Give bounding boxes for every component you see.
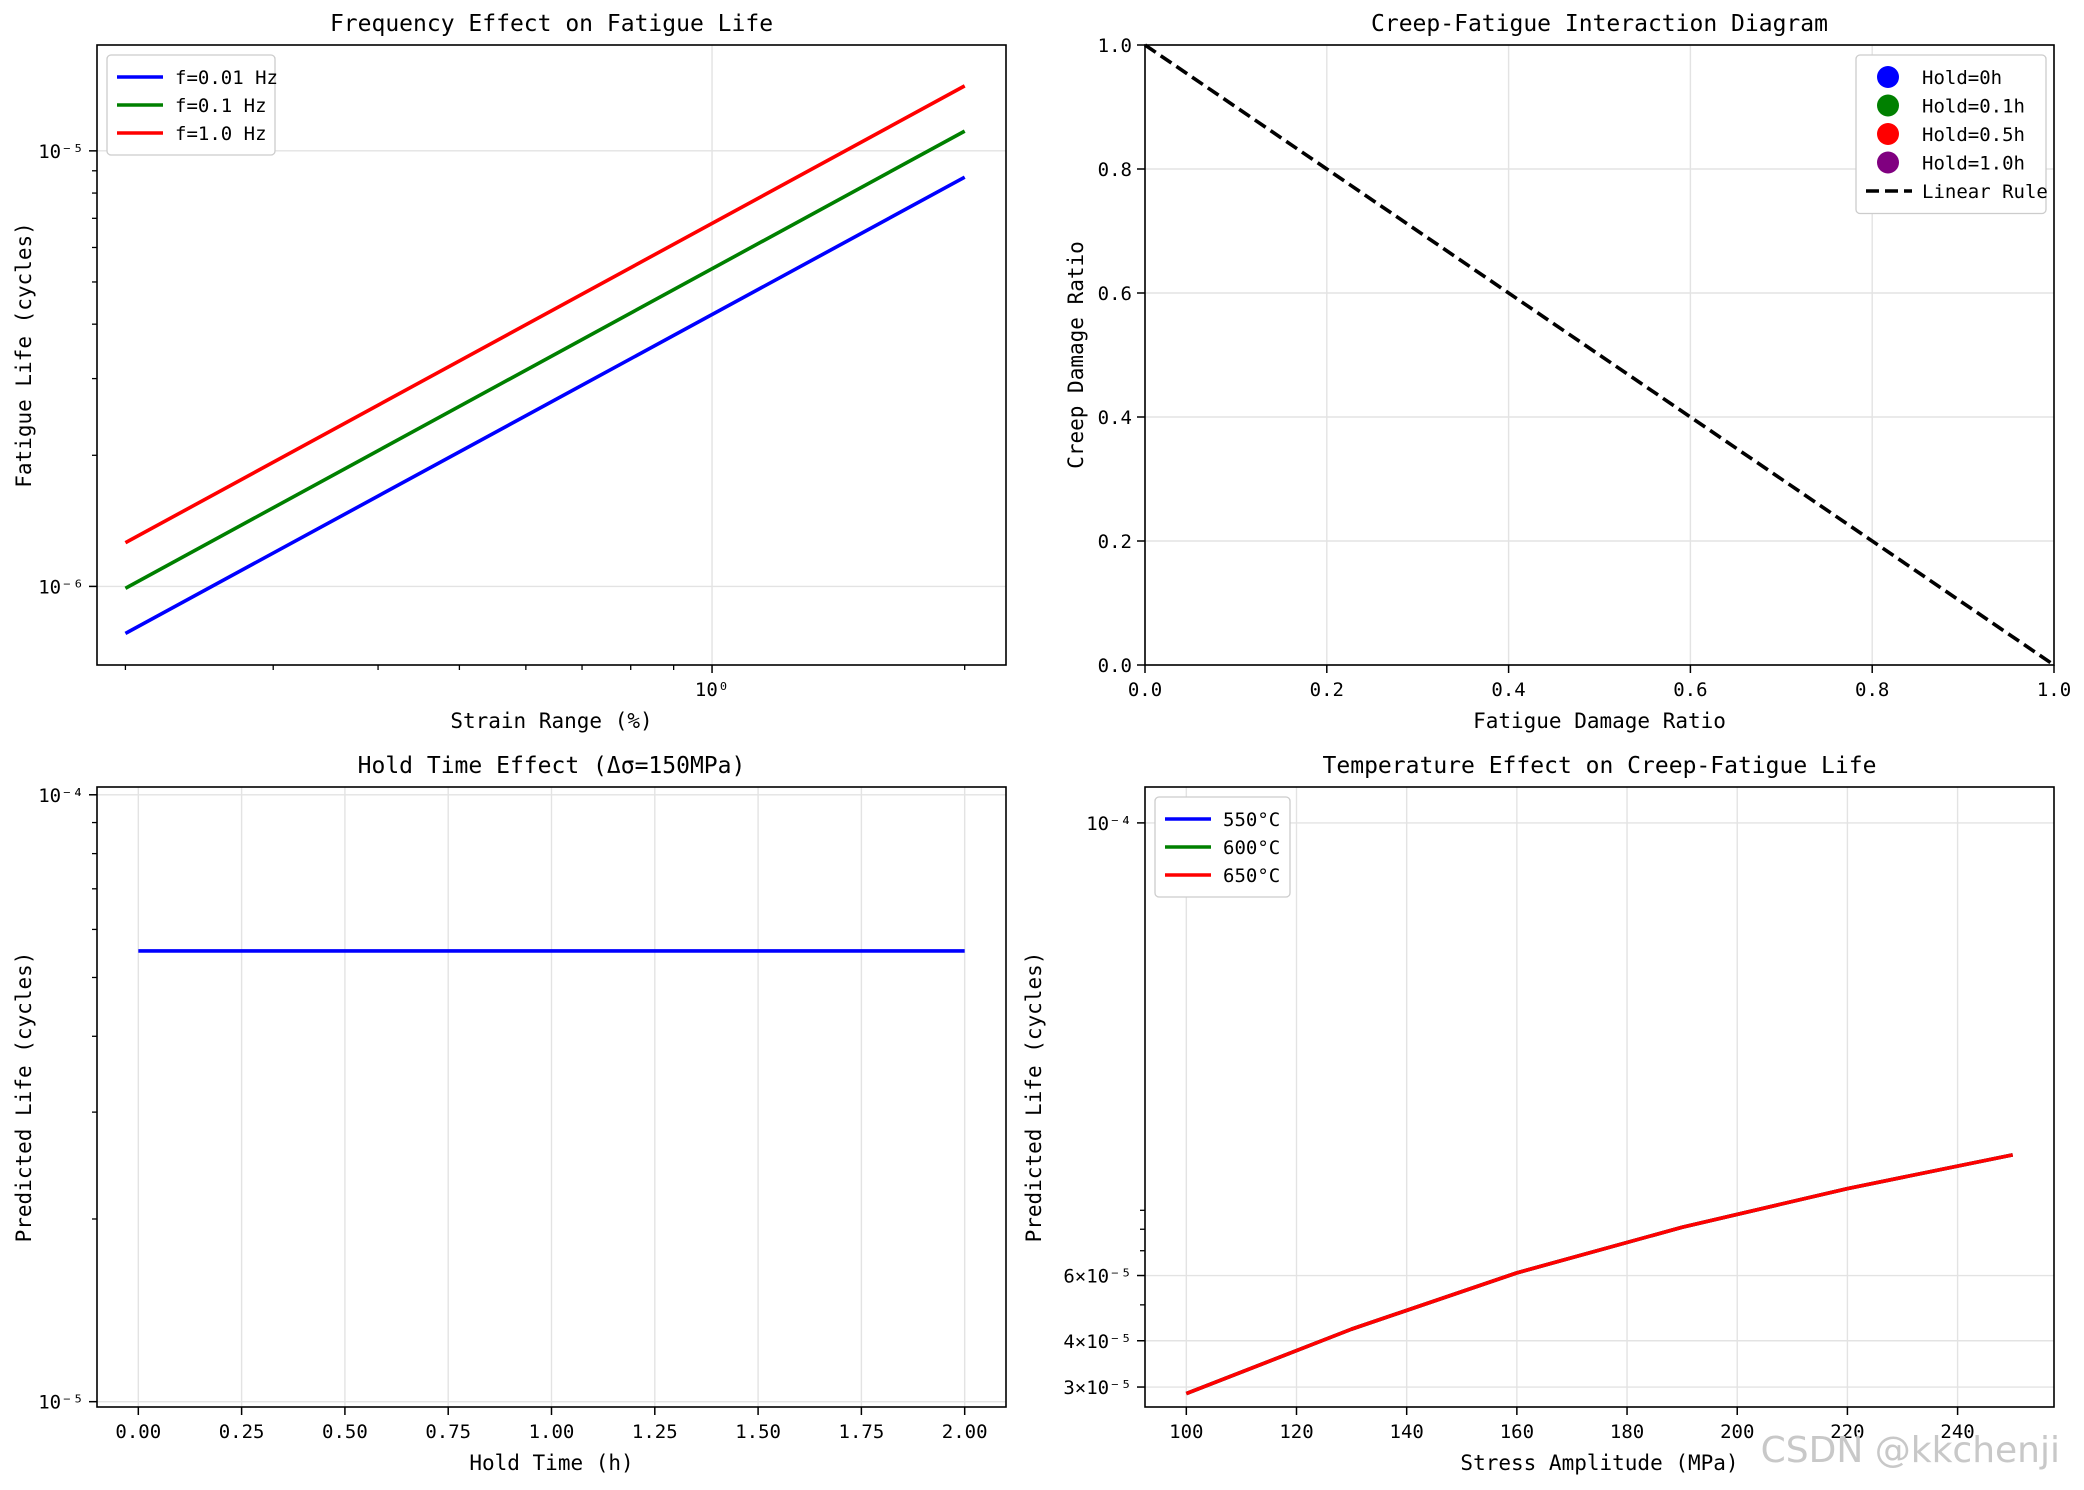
axes-frame <box>1144 786 2055 1408</box>
legend-marker <box>1877 123 1899 145</box>
tick-label-x: 1.0 <box>2037 679 2071 701</box>
tick-label-y: 3×10⁻⁵ <box>1063 1377 1132 1399</box>
tick-label-x: 180 <box>1610 1421 1644 1443</box>
chart-temp: 100 120 140 160 180 200 220 240 10⁻⁴ 6×10⁻⁵ 4×10⁻⁵… <box>1022 753 2055 1475</box>
tick-label-y: 10⁻⁵ <box>38 141 84 163</box>
legend-label: f=0.01 Hz <box>175 67 278 89</box>
tick-label-y: 0.6 <box>1098 283 1132 305</box>
legend-marker <box>1877 94 1899 117</box>
chart-title: Hold Time Effect (Δσ=150MPa) <box>358 753 746 779</box>
tick-label-x: 1.25 <box>632 1421 678 1443</box>
series-line-0 <box>1143 43 2056 667</box>
tick-label-y: 10⁻⁴ <box>38 785 84 807</box>
legend-label: f=1.0 Hz <box>175 123 267 145</box>
legend: 550°C 600°C 650°C <box>1154 796 1291 898</box>
x-axis-label: Strain Range (%) <box>450 709 652 733</box>
tick-label-x: 140 <box>1390 1421 1424 1443</box>
tick-label-y: 10⁻⁶ <box>38 576 84 598</box>
tick-label-x: 1.75 <box>839 1421 885 1443</box>
chart-hold: 0.00 0.25 0.50 0.75 1.00 1.25 1.50 1.75 2.00 10⁻⁴… <box>12 753 1007 1475</box>
series-line-2 <box>124 84 966 545</box>
x-axis-label: Stress Amplitude (MPa) <box>1460 1451 1738 1475</box>
tick-label-x: 0.6 <box>1673 679 1707 701</box>
tick-label-y: 10⁻⁵ <box>38 1392 84 1414</box>
tick-label-y: 4×10⁻⁵ <box>1063 1331 1132 1353</box>
tick-label-x: 120 <box>1279 1421 1313 1443</box>
tick-label-x: 1.00 <box>529 1421 575 1443</box>
tick-label-x: 0.25 <box>219 1421 265 1443</box>
tick-label-x: 0.50 <box>322 1421 368 1443</box>
tick-label-y: 6×10⁻⁵ <box>1063 1266 1132 1288</box>
tick-label-x: 1.50 <box>735 1421 781 1443</box>
chart-title: Temperature Effect on Creep-Fatigue Life <box>1323 753 1877 779</box>
legend-label: Linear Rule <box>1922 181 2048 203</box>
x-axis-label: Fatigue Damage Ratio <box>1473 709 1726 733</box>
tick-label-x: 10⁰ <box>695 679 729 701</box>
legend-label: Hold=0h <box>1922 67 2002 89</box>
tick-label-x: 0.00 <box>115 1421 161 1443</box>
chart-title: Frequency Effect on Fatigue Life <box>330 11 773 37</box>
series-line-2 <box>1185 1153 2014 1396</box>
tick-label-y: 0.2 <box>1098 531 1132 553</box>
tick-label-x: 2.00 <box>942 1421 988 1443</box>
y-axis-label: Creep Damage Ratio <box>1064 241 1088 469</box>
chart-title: Creep-Fatigue Interaction Diagram <box>1371 11 1828 37</box>
tick-label-x: 100 <box>1169 1421 1203 1443</box>
tick-label-x: 200 <box>1720 1421 1754 1443</box>
series-line-1 <box>1185 1153 2014 1396</box>
legend-label: 650°C <box>1223 865 1280 887</box>
legend-label: Hold=0.5h <box>1922 124 2025 146</box>
tick-label-y: 1.0 <box>1098 35 1132 57</box>
tick-label-x: 0.4 <box>1491 679 1525 701</box>
legend-box <box>1855 54 2047 215</box>
axes-frame <box>96 44 1007 666</box>
tick-label-x: 240 <box>1940 1421 1974 1443</box>
x-axis-label: Hold Time (h) <box>469 1451 633 1475</box>
tick-label-x: 220 <box>1830 1421 1864 1443</box>
tick-label-y: 0.0 <box>1098 655 1132 677</box>
legend-label: Hold=1.0h <box>1922 153 2025 175</box>
legend-marker <box>1877 66 1899 88</box>
tick-label-x: 0.8 <box>1855 679 1889 701</box>
legend-label: 600°C <box>1223 837 1280 859</box>
legend: f=0.01 Hz f=0.1 Hz f=1.0 Hz <box>106 54 278 156</box>
y-axis-label: Predicted Life (cycles) <box>12 952 36 1243</box>
legend-label: Hold=0.1h <box>1922 96 2025 118</box>
legend-label: 550°C <box>1223 809 1280 831</box>
tick-label-x: 0.2 <box>1310 679 1344 701</box>
y-axis-label: Predicted Life (cycles) <box>1022 952 1046 1243</box>
series-line-1 <box>124 129 966 590</box>
tick-label-y: 0.8 <box>1098 159 1132 181</box>
y-axis-label: Fatigue Life (cycles) <box>12 222 36 488</box>
chart-freq: 10⁰ 10⁻⁵ 10⁻⁶ Frequency Effect on Fatigue L… <box>12 11 1007 733</box>
tick-label-x: 160 <box>1500 1421 1534 1443</box>
legend-marker <box>1877 151 1899 174</box>
legend-box <box>1154 796 1291 898</box>
legend: Hold=0h Hold=0.1h Hold=0.5h Hold=1.0h Linear… <box>1855 54 2048 215</box>
chart-creep: 0.0 0.2 0.4 0.6 0.8 1.0 0.0 0.2 0.4 0.6 0.8 1.0 Cree… <box>1064 11 2071 733</box>
tick-label-y: 0.4 <box>1098 407 1132 429</box>
legend-label: f=0.1 Hz <box>175 95 267 117</box>
series-line-0 <box>1185 1153 2014 1396</box>
series-line-0 <box>124 175 966 635</box>
tick-label-x: 0.0 <box>1128 679 1162 701</box>
axes-frame <box>1144 44 2055 666</box>
tick-label-y: 10⁻⁴ <box>1086 813 1132 835</box>
legend-box <box>106 54 276 156</box>
tick-label-x: 0.75 <box>425 1421 471 1443</box>
